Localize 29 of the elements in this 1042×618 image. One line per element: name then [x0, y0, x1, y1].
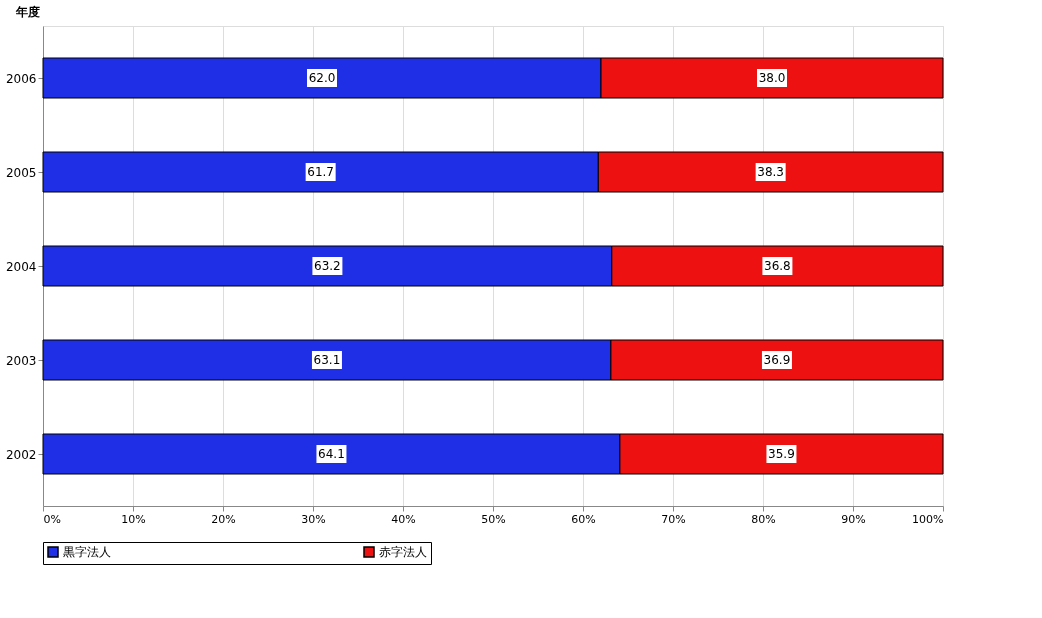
x-tick-label: 90%	[841, 512, 866, 526]
x-tick-label: 30%	[301, 512, 326, 526]
x-tick-label: 60%	[571, 512, 596, 526]
data-label: 61.7	[307, 165, 335, 179]
data-label: 63.2	[314, 259, 341, 273]
y-tick-label: 2005	[5, 165, 37, 180]
data-label: 38.0	[758, 71, 786, 85]
data-label: 38.3	[757, 165, 785, 179]
y-tick-label: 2004	[5, 259, 37, 274]
x-tick-label: 70%	[661, 512, 686, 526]
x-tick-label: 40%	[391, 512, 416, 526]
data-label: 35.9	[768, 447, 795, 461]
x-tick-label: 100%	[912, 512, 944, 526]
legend-label: 黒字法人	[63, 545, 111, 559]
y-axis-title: 年度	[14, 4, 40, 19]
y-tick-label: 2006	[5, 71, 37, 86]
x-tick-label: 50%	[481, 512, 506, 526]
data-label: 64.1	[318, 447, 345, 461]
data-label: 63.1	[313, 353, 341, 367]
x-tick-label: 10%	[121, 512, 146, 526]
legend-label: 赤字法人	[379, 545, 427, 559]
y-tick-label: 2003	[5, 353, 37, 368]
x-tick-label: 0%	[43, 512, 61, 526]
y-tick-label: 2002	[5, 447, 37, 462]
data-label: 62.0	[308, 71, 336, 85]
data-label: 36.9	[763, 353, 791, 367]
x-tick-label: 20%	[211, 512, 236, 526]
data-label: 36.8	[764, 259, 791, 273]
x-tick-label: 80%	[751, 512, 776, 526]
